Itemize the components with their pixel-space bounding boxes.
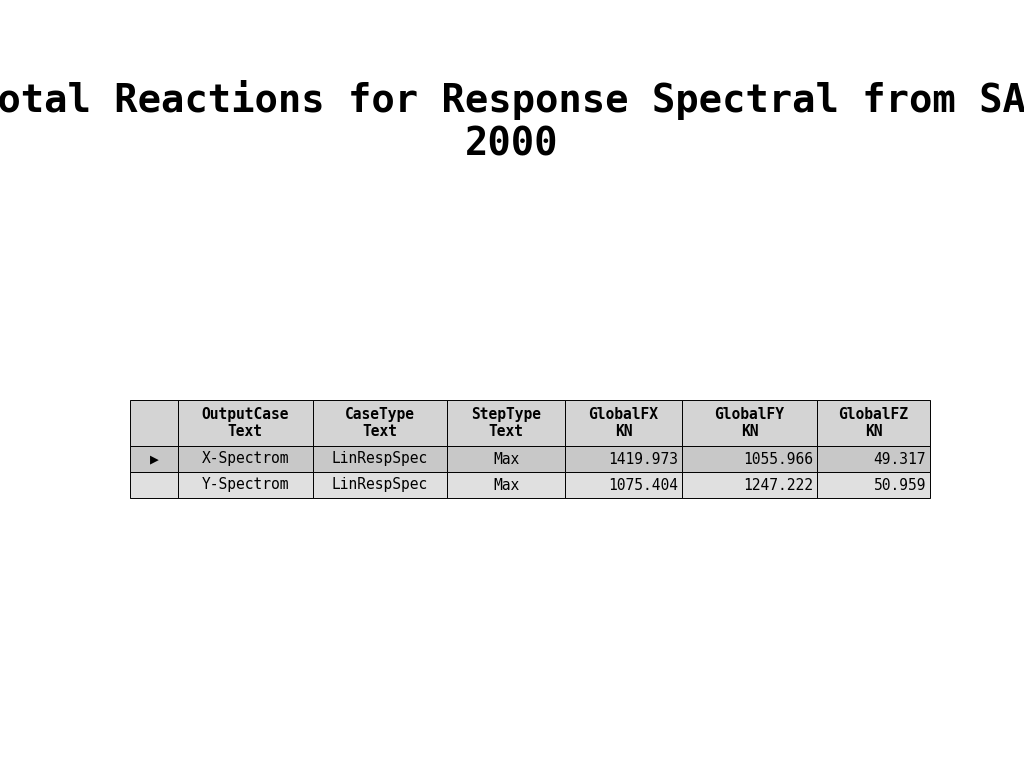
- Text: GlobalFY
KN: GlobalFY KN: [715, 407, 784, 439]
- Bar: [312, 472, 447, 498]
- Bar: [130, 400, 178, 446]
- Text: ▶: ▶: [150, 452, 159, 466]
- Text: Y-Spectrom: Y-Spectrom: [202, 478, 289, 492]
- Bar: [817, 446, 930, 472]
- Bar: [565, 400, 682, 446]
- Text: Max: Max: [493, 478, 519, 492]
- Text: GlobalFZ
KN: GlobalFZ KN: [839, 407, 908, 439]
- Bar: [682, 400, 817, 446]
- Bar: [817, 400, 930, 446]
- Bar: [178, 446, 312, 472]
- Text: Max: Max: [493, 452, 519, 466]
- Text: StepType
Text: StepType Text: [471, 407, 541, 439]
- Bar: [565, 446, 682, 472]
- Bar: [312, 400, 447, 446]
- Bar: [178, 472, 312, 498]
- Text: OutputCase
Text: OutputCase Text: [202, 407, 289, 439]
- Bar: [682, 472, 817, 498]
- Text: X-Spectrom: X-Spectrom: [202, 452, 289, 466]
- Bar: [130, 446, 178, 472]
- Text: 1075.404: 1075.404: [608, 478, 678, 492]
- Text: LinRespSpec: LinRespSpec: [332, 478, 428, 492]
- Text: Total Reactions for Response Spectral from SAP
2000: Total Reactions for Response Spectral fr…: [0, 80, 1024, 164]
- Bar: [447, 472, 565, 498]
- Text: 49.317: 49.317: [873, 452, 926, 466]
- Text: GlobalFX
KN: GlobalFX KN: [589, 407, 658, 439]
- Text: 1419.973: 1419.973: [608, 452, 678, 466]
- Bar: [817, 472, 930, 498]
- Bar: [130, 472, 178, 498]
- Text: LinRespSpec: LinRespSpec: [332, 452, 428, 466]
- Bar: [312, 446, 447, 472]
- Bar: [447, 400, 565, 446]
- Text: 1247.222: 1247.222: [743, 478, 813, 492]
- Bar: [565, 472, 682, 498]
- Bar: [682, 446, 817, 472]
- Bar: [447, 446, 565, 472]
- Bar: [178, 400, 312, 446]
- Text: 50.959: 50.959: [873, 478, 926, 492]
- Text: 1055.966: 1055.966: [743, 452, 813, 466]
- Text: CaseType
Text: CaseType Text: [345, 407, 415, 439]
